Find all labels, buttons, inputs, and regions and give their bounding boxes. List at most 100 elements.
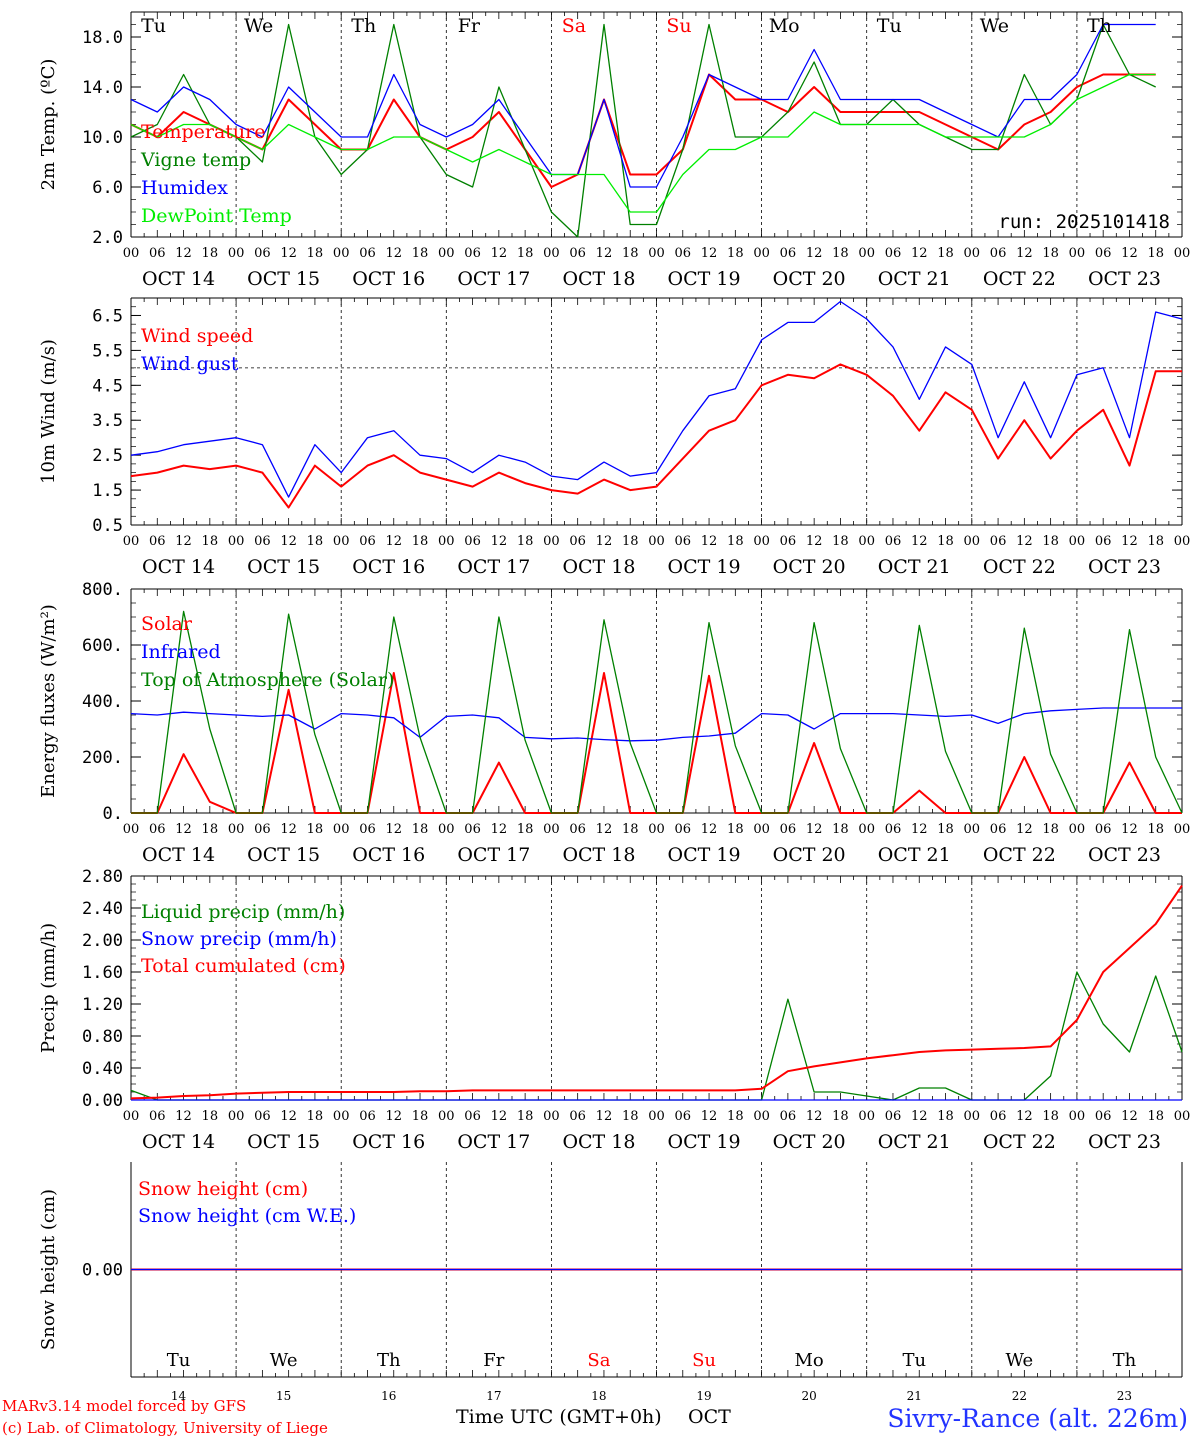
hour-tick-label: 18 <box>937 534 954 549</box>
y-tick-label: 1.20 <box>82 995 123 1015</box>
date-label: OCT 23 <box>1088 556 1161 578</box>
y-tick-label: 6.5 <box>92 306 123 326</box>
date-label: OCT 19 <box>668 1131 741 1153</box>
hour-tick-label: 00 <box>753 822 770 837</box>
hour-tick-label: 06 <box>675 534 692 549</box>
legend-entry: Wind gust <box>141 353 239 375</box>
hour-tick-label: 06 <box>780 246 797 261</box>
hour-tick-label: 06 <box>990 534 1007 549</box>
weekday-label: Su <box>692 1350 716 1371</box>
day-number-label: 18 <box>591 1389 606 1403</box>
hour-tick-label: 06 <box>569 822 586 837</box>
hour-tick-label: 00 <box>1174 822 1191 837</box>
date-label: OCT 21 <box>878 1131 951 1153</box>
hour-tick-label: 12 <box>1121 534 1138 549</box>
hour-tick-label: 12 <box>596 534 613 549</box>
date-label: OCT 18 <box>562 844 635 866</box>
hour-tick-label: 18 <box>307 534 324 549</box>
hour-tick-label: 06 <box>359 534 376 549</box>
x-axis-label: Time UTC (GMT+0h) <box>456 1406 662 1428</box>
y-tick-label: 800. <box>82 580 123 600</box>
hour-tick-label: 18 <box>202 1109 219 1124</box>
hour-tick-label: 12 <box>175 1109 192 1124</box>
hour-tick-label: 12 <box>701 534 718 549</box>
hour-tick-label: 00 <box>333 1109 350 1124</box>
date-label: OCT 16 <box>352 556 425 578</box>
hour-tick-label: 06 <box>780 534 797 549</box>
date-label: OCT 14 <box>142 268 215 290</box>
hour-tick-label: 00 <box>333 246 350 261</box>
weekday-label: Tu <box>167 1350 191 1371</box>
legend-entry: Infrared <box>141 641 221 663</box>
date-label: OCT 16 <box>352 268 425 290</box>
date-label: OCT 23 <box>1088 1131 1161 1153</box>
hour-tick-label: 12 <box>911 822 928 837</box>
hour-tick-label: 12 <box>596 246 613 261</box>
hour-tick-label: 18 <box>202 534 219 549</box>
hour-tick-label: 00 <box>543 246 560 261</box>
hour-tick-label: 00 <box>123 246 140 261</box>
hour-tick-label: 00 <box>964 822 981 837</box>
hour-tick-label: 06 <box>464 534 481 549</box>
y-tick-label: 2.00 <box>82 931 123 951</box>
date-label: OCT 19 <box>668 844 741 866</box>
y-tick-label: 10.0 <box>82 128 123 148</box>
hour-tick-label: 00 <box>753 534 770 549</box>
hour-tick-label: 18 <box>202 822 219 837</box>
series-line-temperature <box>130 73 1156 188</box>
hour-tick-label: 18 <box>412 534 429 549</box>
y-axis-label: Energy fluxes (W/m²) <box>38 604 59 798</box>
day-number-label: 14 <box>171 1389 187 1403</box>
hour-tick-label: 06 <box>149 246 166 261</box>
hour-tick-label: 00 <box>438 822 455 837</box>
date-label: OCT 16 <box>352 844 425 866</box>
hour-tick-label: 18 <box>727 822 744 837</box>
date-label: OCT 20 <box>773 844 846 866</box>
hour-tick-label: 18 <box>517 246 534 261</box>
hour-tick-label: 00 <box>123 534 140 549</box>
hour-tick-label: 18 <box>937 822 954 837</box>
legend-entry: Liquid precip (mm/h) <box>141 901 345 923</box>
weekday-label: Th <box>1113 1350 1137 1371</box>
hour-tick-label: 06 <box>464 246 481 261</box>
hour-tick-label: 18 <box>1042 246 1059 261</box>
hour-tick-label: 18 <box>1147 246 1164 261</box>
day-number-label: 22 <box>1012 1389 1027 1403</box>
hour-tick-label: 12 <box>280 822 297 837</box>
hour-tick-label: 18 <box>1042 534 1059 549</box>
date-label: OCT 20 <box>773 556 846 578</box>
hour-tick-label: 18 <box>1147 1109 1164 1124</box>
hour-tick-label: 18 <box>622 822 639 837</box>
energy-panel: 0. 200. 400. 600. 800. Energy fluxes (W/m²) So… <box>38 580 1190 866</box>
hour-tick-label: 12 <box>911 246 928 261</box>
hour-tick-label: 12 <box>491 822 508 837</box>
hour-tick-label: 18 <box>622 1109 639 1124</box>
y-tick-label: 2.80 <box>82 867 123 887</box>
hour-tick-label: 06 <box>675 822 692 837</box>
y-tick-label: 0.5 <box>92 516 123 536</box>
y-tick-label: 0.80 <box>82 1027 123 1047</box>
hour-tick-label: 00 <box>858 534 875 549</box>
hour-tick-label: 12 <box>1016 822 1033 837</box>
y-tick-label: 3.5 <box>92 411 123 431</box>
hour-tick-label: 12 <box>911 1109 928 1124</box>
weekday-label: We <box>244 15 273 37</box>
date-label: OCT 20 <box>773 268 846 290</box>
hour-tick-label: 12 <box>701 1109 718 1124</box>
hour-tick-label: 00 <box>543 534 560 549</box>
copyright: (c) Lab. of Climatology, University of L… <box>2 1419 328 1437</box>
run-label: run: 2025101418 <box>998 211 1170 233</box>
date-label: OCT 21 <box>878 844 951 866</box>
hour-tick-label: 06 <box>359 246 376 261</box>
series-line-wind-gust <box>130 300 1183 498</box>
hour-tick-label: 00 <box>753 246 770 261</box>
hour-tick-label: 06 <box>675 246 692 261</box>
y-tick-label: 0.00 <box>82 1091 123 1111</box>
hour-tick-label: 12 <box>280 246 297 261</box>
hour-tick-label: 12 <box>385 534 402 549</box>
hour-tick-label: 12 <box>806 1109 823 1124</box>
hour-tick-label: 18 <box>517 822 534 837</box>
hour-tick-label: 06 <box>569 1109 586 1124</box>
hour-tick-label: 00 <box>543 822 560 837</box>
hour-tick-label: 06 <box>780 1109 797 1124</box>
